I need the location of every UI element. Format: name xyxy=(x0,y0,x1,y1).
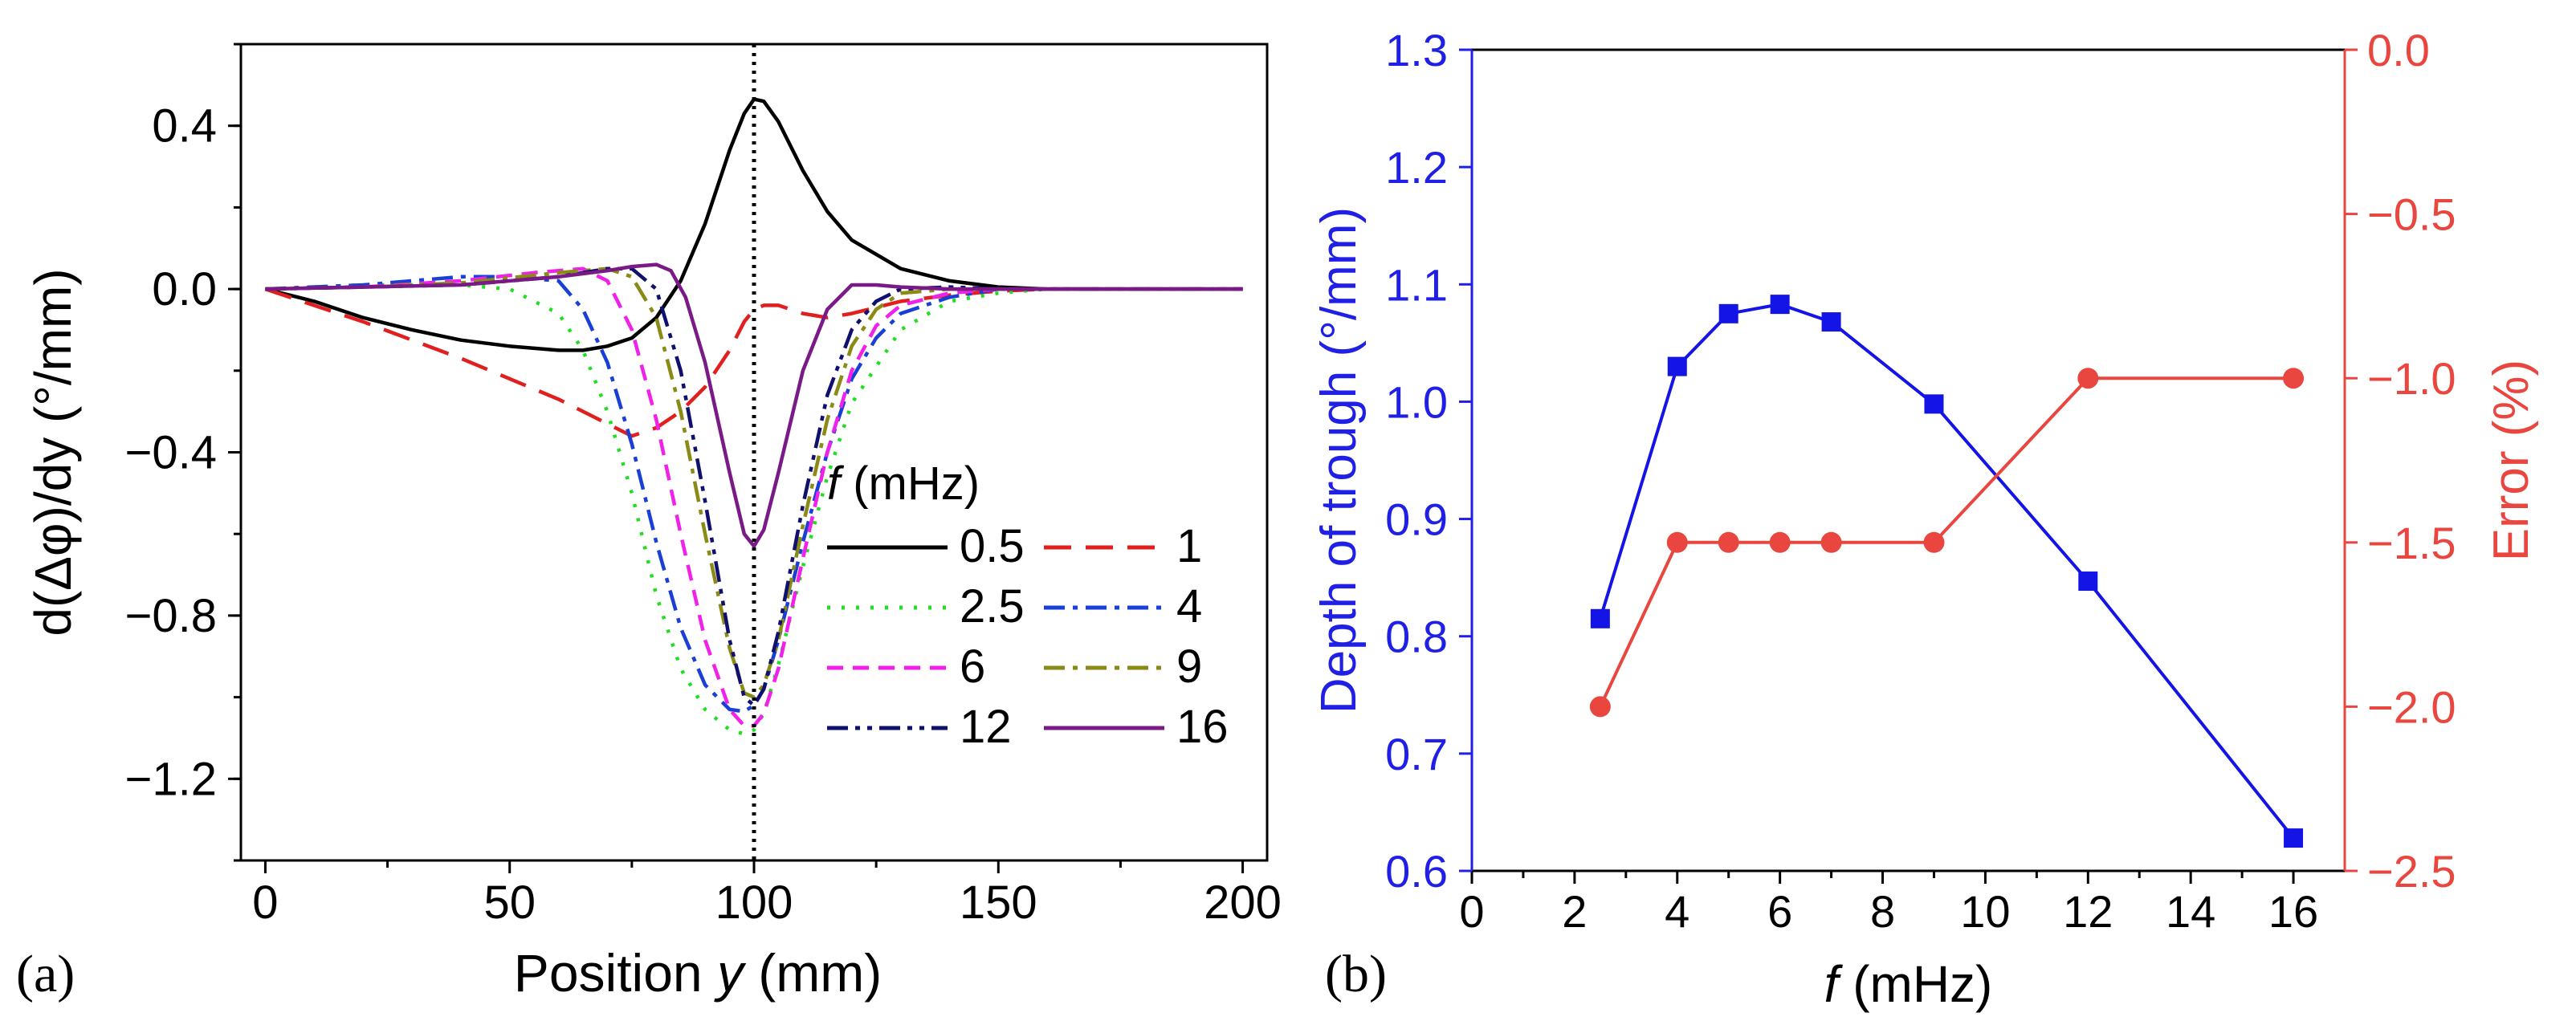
panel-label-b: (b) xyxy=(1325,945,1387,1003)
series-line-f-6 xyxy=(265,266,1243,728)
x-tick-label-b: 4 xyxy=(1665,886,1689,937)
error-marker-f-2-5 xyxy=(1589,696,1611,718)
y-tick-label-right-b: −0.5 xyxy=(2367,189,2456,240)
y-tick-label-a: 0.0 xyxy=(152,263,217,315)
x-axis-title-b-suffix: (mHz) xyxy=(1838,955,1992,1013)
legend-label-f-4: 4 xyxy=(1176,580,1202,632)
error-marker-f-6 xyxy=(1769,531,1791,553)
series-line-depth-of-trough xyxy=(1598,303,2295,840)
y-tick-label-right-b: −2.5 xyxy=(2367,846,2456,897)
legend-label-f-1: 1 xyxy=(1176,520,1202,572)
x-tick-label-a: 150 xyxy=(960,877,1037,929)
x-tick-label-a: 200 xyxy=(1204,877,1282,929)
error-marker-f-5 xyxy=(1718,531,1739,553)
panel-a-chart: 0 50 100 150 200 0.4 0.0 −0.4 −0.8 −1.2 f (mHz) 0.5… xyxy=(24,43,1282,1003)
y-tick-label-left-b: 0.7 xyxy=(1385,729,1448,779)
series-line-f-4 xyxy=(265,275,1243,714)
series-line-f-0-5 xyxy=(264,97,1243,352)
legend-label-f-16: 16 xyxy=(1176,701,1229,753)
y-tick-label-left-b: 1.1 xyxy=(1385,259,1448,310)
y-axis-title-left-b: Depth of trough (°/mm) xyxy=(1311,207,1367,714)
series-line-f-9 xyxy=(265,266,1243,699)
x-tick-label-b: 16 xyxy=(2268,886,2318,937)
depth-marker-f-12 xyxy=(2078,571,2098,592)
y-tick-label-left-b: 1.3 xyxy=(1385,25,1448,75)
y-tick-label-left-b: 0.6 xyxy=(1385,846,1448,897)
x-tick-label-b: 14 xyxy=(2166,886,2215,937)
x-axis-title-b: f (mHz) xyxy=(1824,955,1993,1013)
legend-title-unit: (mHz) xyxy=(840,458,980,510)
x-tick-label-a: 50 xyxy=(483,877,536,929)
depth-marker-f-16 xyxy=(2284,828,2304,848)
x-axis-title-prefix: Position xyxy=(514,943,717,1003)
x-tick-label-b: 6 xyxy=(1767,886,1792,937)
error-marker-f-9 xyxy=(1923,531,1945,553)
y-tick-label-left-b: 0.8 xyxy=(1385,612,1448,662)
x-axis-title-suffix: (mm) xyxy=(744,943,882,1003)
y-tick-label-a: −0.4 xyxy=(125,427,218,479)
y-tick-label-left-b: 1.0 xyxy=(1385,376,1448,427)
x-tick-label-b: 0 xyxy=(1459,886,1484,937)
error-marker-f-12 xyxy=(2077,368,2099,389)
x-tick-label-a: 0 xyxy=(252,877,278,929)
x-tick-label-b: 10 xyxy=(1960,886,2010,937)
y-tick-label-right-b: −2.0 xyxy=(2367,681,2456,732)
depth-marker-f-2-5 xyxy=(1590,608,1610,628)
error-marker-f-4 xyxy=(1666,531,1688,553)
x-tick-label-b: 8 xyxy=(1870,886,1895,937)
legend-label-f-0-5: 0.5 xyxy=(960,520,1025,572)
legend-label-f-9: 9 xyxy=(1176,641,1202,693)
depth-marker-f-5 xyxy=(1718,303,1738,323)
y-tick-label-a: 0.4 xyxy=(152,100,217,153)
y-tick-label-a: −0.8 xyxy=(125,590,218,642)
y-tick-label-right-b: −1.0 xyxy=(2367,353,2456,404)
y-tick-label-right-b: −1.5 xyxy=(2367,518,2456,568)
error-marker-f-7 xyxy=(1820,531,1842,553)
series-line-f-16 xyxy=(265,262,1243,548)
error-marker-f-16 xyxy=(2283,368,2305,389)
y-tick-label-left-b: 1.2 xyxy=(1385,142,1448,193)
legend-label-f-6: 6 xyxy=(960,641,985,693)
y-tick-label-right-b: 0.0 xyxy=(2367,25,2430,75)
depth-marker-f-9 xyxy=(1924,394,1944,414)
y-axis-title-a: d(Δφ)/dy (°/mm) xyxy=(24,268,82,636)
x-axis-title-var: y xyxy=(714,943,747,1003)
y-tick-label-a: −1.2 xyxy=(125,753,218,805)
depth-marker-f-4 xyxy=(1667,356,1687,376)
x-tick-label-b: 2 xyxy=(1562,886,1587,937)
series-line-f-1 xyxy=(264,287,1243,438)
x-axis-title-a: Position y (mm) xyxy=(514,943,882,1003)
y-tick-label-left-b: 0.9 xyxy=(1385,494,1448,545)
legend-label-f-12: 12 xyxy=(960,701,1012,753)
y-axis-title-right-b: Error (%) xyxy=(2484,360,2539,561)
depth-marker-f-7 xyxy=(1821,312,1841,332)
panel-b-chart: 0 2 4 6 8 10 12 14 16 0.6 0.7 0.8 0.9 1.0 1.1 1.2 1.3 0.0… xyxy=(1311,25,2539,1013)
series-line-error xyxy=(1599,376,2294,708)
depth-marker-f-6 xyxy=(1770,295,1790,315)
x-tick-label-a: 100 xyxy=(715,877,793,929)
legend-title: f (mHz) xyxy=(827,458,980,510)
legend-label-f-2-5: 2.5 xyxy=(960,580,1025,632)
x-tick-label-b: 12 xyxy=(2063,886,2113,937)
panel-label-a: (a) xyxy=(16,945,75,1003)
